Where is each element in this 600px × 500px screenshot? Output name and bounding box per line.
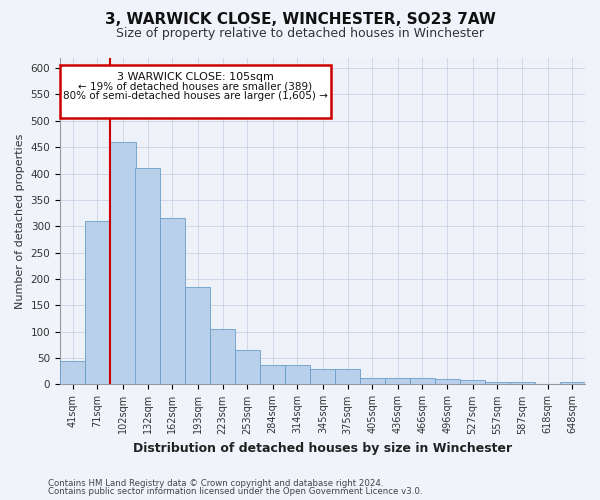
Bar: [235, 350, 260, 384]
Bar: [460, 380, 485, 384]
Text: Contains public sector information licensed under the Open Government Licence v3: Contains public sector information licen…: [48, 488, 422, 496]
Bar: [60, 66, 331, 118]
Bar: [335, 368, 360, 384]
Bar: [260, 365, 285, 384]
Text: 3, WARWICK CLOSE, WINCHESTER, SO23 7AW: 3, WARWICK CLOSE, WINCHESTER, SO23 7AW: [104, 12, 496, 28]
Text: 3 WARWICK CLOSE: 105sqm: 3 WARWICK CLOSE: 105sqm: [117, 72, 274, 83]
X-axis label: Distribution of detached houses by size in Winchester: Distribution of detached houses by size …: [133, 442, 512, 455]
Text: Contains HM Land Registry data © Crown copyright and database right 2024.: Contains HM Land Registry data © Crown c…: [48, 478, 383, 488]
Bar: [135, 168, 160, 384]
Bar: [385, 378, 410, 384]
Bar: [285, 365, 310, 384]
Bar: [110, 142, 136, 384]
Bar: [410, 378, 435, 384]
Text: ← 19% of detached houses are smaller (389): ← 19% of detached houses are smaller (38…: [79, 82, 313, 92]
Bar: [485, 382, 510, 384]
Bar: [60, 360, 85, 384]
Y-axis label: Number of detached properties: Number of detached properties: [15, 134, 25, 308]
Bar: [560, 382, 585, 384]
Bar: [434, 379, 460, 384]
Bar: [210, 329, 235, 384]
Text: Size of property relative to detached houses in Winchester: Size of property relative to detached ho…: [116, 28, 484, 40]
Bar: [509, 382, 535, 384]
Bar: [310, 368, 335, 384]
Bar: [85, 221, 110, 384]
Bar: [160, 218, 185, 384]
Bar: [360, 378, 385, 384]
Bar: [185, 287, 211, 384]
Text: 80% of semi-detached houses are larger (1,605) →: 80% of semi-detached houses are larger (…: [63, 90, 328, 101]
